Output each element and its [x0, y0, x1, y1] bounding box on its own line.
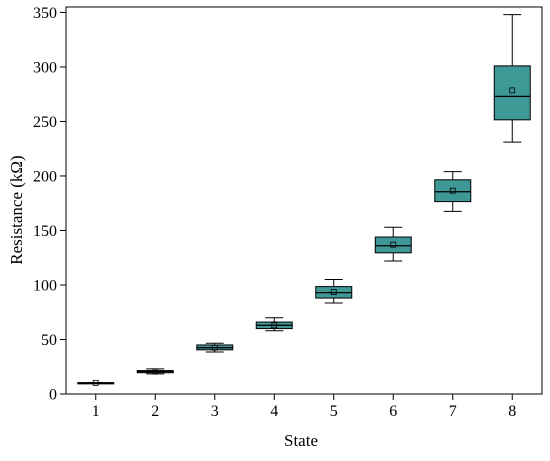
- y-tick-label: 50: [41, 332, 57, 349]
- y-tick-label: 250: [33, 114, 57, 131]
- mean-marker: [390, 241, 397, 248]
- x-tick-label: 6: [389, 403, 397, 420]
- box-3: [196, 342, 234, 353]
- boxes-layer: [77, 14, 531, 386]
- box-4: [255, 317, 293, 332]
- mean-marker: [211, 344, 218, 351]
- iqr-box: [434, 179, 472, 203]
- box-2: [136, 368, 174, 375]
- box-7: [434, 171, 472, 212]
- y-tick-label: 300: [33, 59, 57, 76]
- y-tick-label: 0: [49, 387, 57, 404]
- box-6: [374, 226, 412, 262]
- mean-marker: [509, 87, 516, 94]
- x-axis-label: State: [284, 431, 318, 450]
- x-tick-label: 4: [270, 403, 278, 420]
- x-tick-label: 8: [508, 403, 516, 420]
- axes-layer: 0 50 100 150 200 250 300 350 1 2 3 4 5 6 7 8: [33, 5, 543, 420]
- mean-marker: [152, 368, 159, 375]
- y-tick-label: 350: [33, 5, 57, 22]
- x-tick-label: 3: [211, 403, 219, 420]
- mean-marker: [330, 289, 337, 295]
- box-1: [77, 379, 115, 386]
- x-tick-label: 1: [92, 403, 100, 420]
- x-tick-label: 7: [449, 403, 457, 420]
- box-8: [493, 14, 531, 143]
- mean-marker: [92, 379, 99, 386]
- iqr-box: [374, 236, 412, 254]
- x-tick-label: 5: [330, 403, 338, 420]
- y-tick-label: 150: [33, 223, 57, 240]
- mean-marker: [449, 187, 456, 194]
- plot-frame: [65, 6, 543, 395]
- y-tick-label: 200: [33, 168, 57, 185]
- box-5: [315, 279, 353, 304]
- y-axis-label: Resistance (kΩ): [7, 155, 26, 264]
- mean-marker: [271, 322, 278, 329]
- x-tick-label: 2: [151, 403, 159, 420]
- y-tick-label: 100: [33, 277, 57, 294]
